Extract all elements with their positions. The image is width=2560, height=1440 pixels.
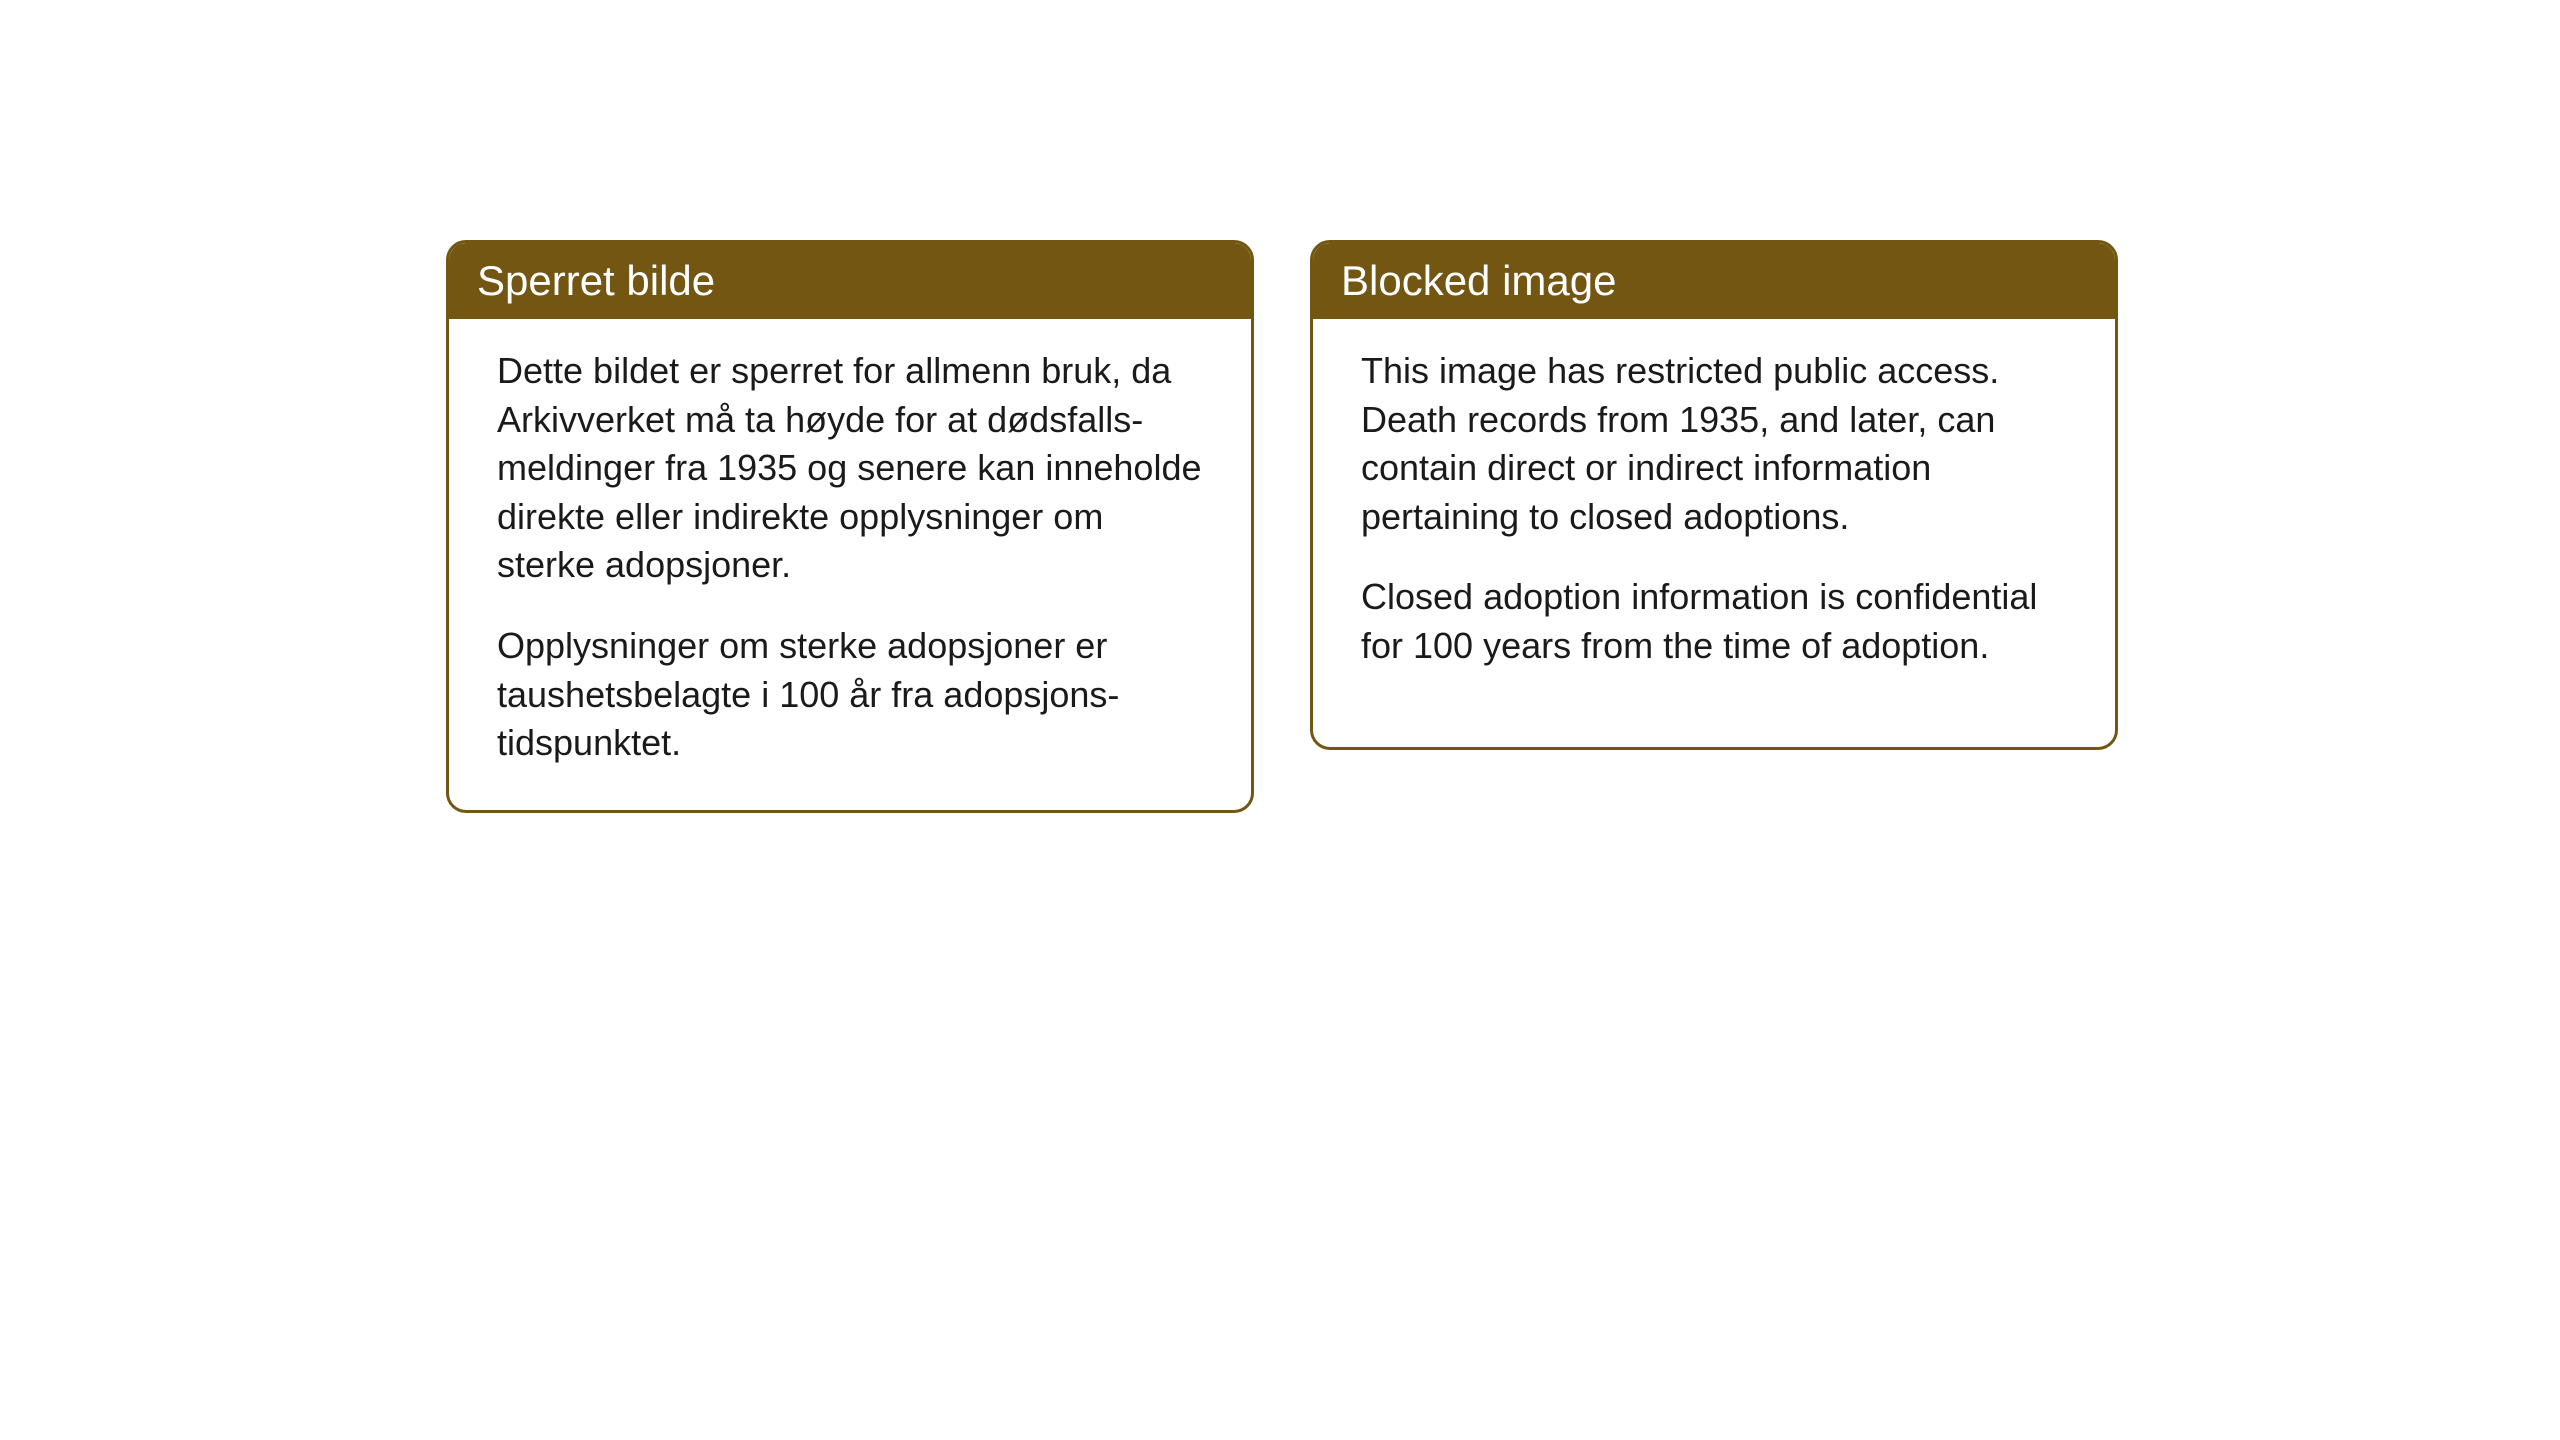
card-title-english: Blocked image bbox=[1341, 257, 1616, 304]
card-body-norwegian: Dette bildet er sperret for allmenn bruk… bbox=[449, 319, 1251, 810]
notice-card-norwegian: Sperret bilde Dette bildet er sperret fo… bbox=[446, 240, 1254, 813]
card-paragraph-1-english: This image has restricted public access.… bbox=[1361, 347, 2067, 541]
card-paragraph-2-english: Closed adoption information is confident… bbox=[1361, 573, 2067, 670]
notice-container: Sperret bilde Dette bildet er sperret fo… bbox=[446, 240, 2118, 813]
card-header-english: Blocked image bbox=[1313, 243, 2115, 319]
card-title-norwegian: Sperret bilde bbox=[477, 257, 715, 304]
notice-card-english: Blocked image This image has restricted … bbox=[1310, 240, 2118, 750]
card-paragraph-1-norwegian: Dette bildet er sperret for allmenn bruk… bbox=[497, 347, 1203, 590]
card-body-english: This image has restricted public access.… bbox=[1313, 319, 2115, 713]
card-header-norwegian: Sperret bilde bbox=[449, 243, 1251, 319]
card-paragraph-2-norwegian: Opplysninger om sterke adopsjoner er tau… bbox=[497, 622, 1203, 768]
